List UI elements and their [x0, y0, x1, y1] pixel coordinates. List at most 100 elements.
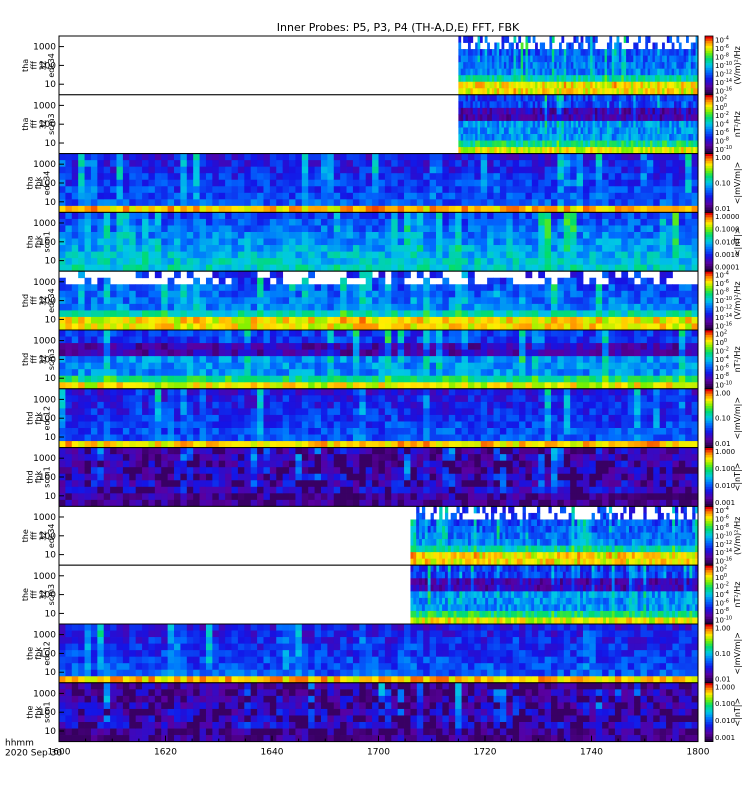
spectrogram-cell: [71, 225, 79, 233]
spectrogram-cell: [582, 134, 586, 141]
spectrogram-cell: [646, 245, 654, 252]
colorbar-segment: [705, 327, 713, 331]
spectrogram-cell: [397, 277, 405, 285]
spectrogram-cell: [359, 225, 367, 233]
spectrogram-cell: [487, 94, 490, 102]
spectrogram-cell: [563, 81, 567, 89]
spectrogram-cell: [576, 303, 584, 311]
spectrogram-cell: [474, 232, 482, 239]
spectrogram-cell: [525, 114, 529, 122]
spectrogram-cell: [346, 343, 354, 350]
spectrogram-cell: [627, 277, 635, 285]
spectrogram-cell: [391, 232, 399, 239]
spectrogram-cell: [563, 238, 571, 246]
spectrogram-cell: [570, 277, 577, 285]
spectrogram-cell: [595, 179, 603, 187]
spectrogram-cell: [218, 160, 226, 168]
spectrogram-cell: [231, 186, 239, 194]
spectrogram-cell: [250, 166, 258, 174]
spectrogram-cell: [231, 297, 239, 305]
spectrogram-cell: [65, 199, 73, 207]
spectrogram-cell: [263, 343, 271, 350]
spectrogram-cell: [659, 271, 667, 279]
spectrogram-cell: [333, 349, 341, 357]
spectrogram-cell: [470, 140, 474, 148]
spectrogram-cell: [161, 336, 169, 344]
spectrogram-cell: [110, 179, 117, 187]
spectrogram-cell: [542, 68, 546, 76]
spectrogram-cell: [416, 310, 424, 318]
spectrogram-cell: [276, 316, 284, 324]
colorbar-segment: [705, 300, 713, 304]
spectrogram-cell: [269, 382, 277, 390]
spectrogram-cell: [635, 134, 639, 141]
spectrogram-cell: [167, 238, 175, 246]
colorbar-tick-exponent: -4: [724, 36, 729, 42]
spectrogram-cell: [674, 107, 677, 115]
spectrogram-cell: [308, 323, 315, 331]
spectrogram-cell: [359, 382, 367, 390]
spectrogram-cell: [690, 42, 694, 50]
spectrogram-cell: [416, 245, 424, 252]
spectrogram-cell: [346, 225, 354, 233]
spectrogram-cell: [566, 68, 570, 76]
spectrogram-cell: [626, 114, 629, 122]
spectrogram-cell: [231, 362, 239, 370]
spectrogram-cell: [519, 205, 526, 213]
spectrogram-cell: [218, 218, 226, 226]
spectrogram-cell: [561, 147, 565, 154]
spectrogram-cell: [142, 362, 149, 370]
spectrogram-cell: [616, 62, 620, 70]
spectrogram-cell: [672, 323, 680, 331]
spectrogram-cell: [333, 232, 341, 239]
spectrogram-cell: [455, 258, 462, 266]
spectrogram-cell: [448, 153, 456, 161]
spectrogram-cell: [250, 336, 258, 344]
spectrogram-cell: [423, 251, 431, 259]
spectrogram-cell: [301, 349, 309, 357]
spectrogram-cell: [638, 107, 641, 115]
spectrogram-cell: [352, 290, 360, 298]
spectrogram-cell: [494, 134, 498, 141]
spectrogram-cell: [614, 49, 617, 56]
spectrogram-cell: [604, 101, 608, 109]
spectrogram-cell: [71, 218, 79, 226]
spectrogram-cell: [269, 362, 277, 370]
spectrogram-cell: [244, 205, 252, 213]
spectrogram-cell: [352, 356, 360, 364]
spectrogram-cell: [666, 271, 673, 279]
spectrogram-cell: [180, 153, 188, 161]
spectrogram-cell: [84, 284, 92, 292]
spectrogram-cell: [129, 166, 137, 174]
spectrogram-cell: [429, 212, 437, 220]
spectrogram-cell: [623, 127, 627, 135]
spectrogram-cell: [527, 134, 531, 141]
spectrogram-cell: [84, 297, 92, 305]
spectrogram-cell: [640, 238, 648, 246]
spectrogram-cell: [602, 62, 605, 70]
spectrogram-cell: [626, 127, 629, 135]
spectrogram-cell: [602, 166, 609, 174]
spectrogram-cell: [532, 36, 536, 43]
spectrogram-cell: [352, 336, 360, 344]
spectrogram-cell: [602, 271, 609, 279]
spectrogram-cell: [609, 107, 613, 115]
spectrogram-cell: [659, 101, 663, 109]
spectrogram-cell: [103, 362, 111, 370]
panel-spectrogram: [59, 153, 699, 213]
spectrogram-cell: [301, 186, 309, 194]
spectrogram-cell: [78, 310, 85, 318]
spectrogram-cell: [327, 153, 335, 161]
spectrogram-cell: [542, 94, 546, 102]
spectrogram-cell: [416, 238, 424, 246]
spectrogram-cell: [654, 101, 658, 109]
spectrogram-cell: [570, 166, 577, 174]
colorbar-segment: [705, 178, 713, 181]
spectrogram-cell: [84, 258, 92, 266]
spectrogram-cell: [671, 49, 675, 56]
spectrogram-cell: [186, 271, 194, 279]
spectrogram-cell: [570, 192, 577, 200]
spectrogram-cell: [142, 382, 149, 390]
spectrogram-cell: [685, 173, 693, 181]
spectrogram-cell: [308, 153, 315, 161]
